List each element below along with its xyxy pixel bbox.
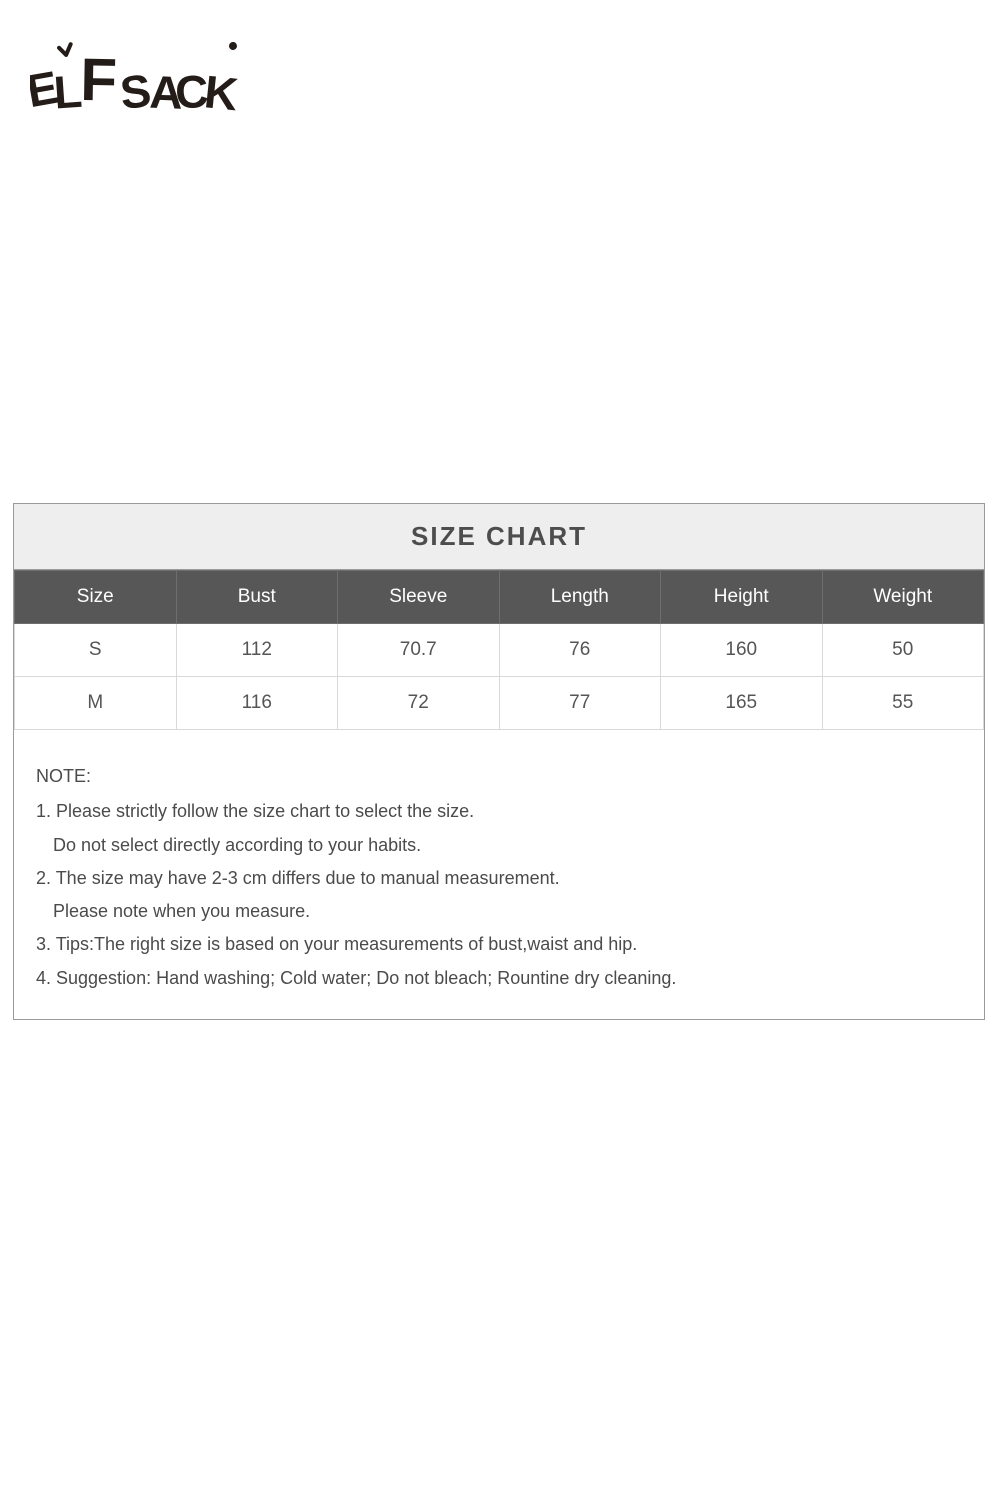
- svg-text:F: F: [80, 46, 118, 114]
- svg-text:K: K: [202, 65, 240, 120]
